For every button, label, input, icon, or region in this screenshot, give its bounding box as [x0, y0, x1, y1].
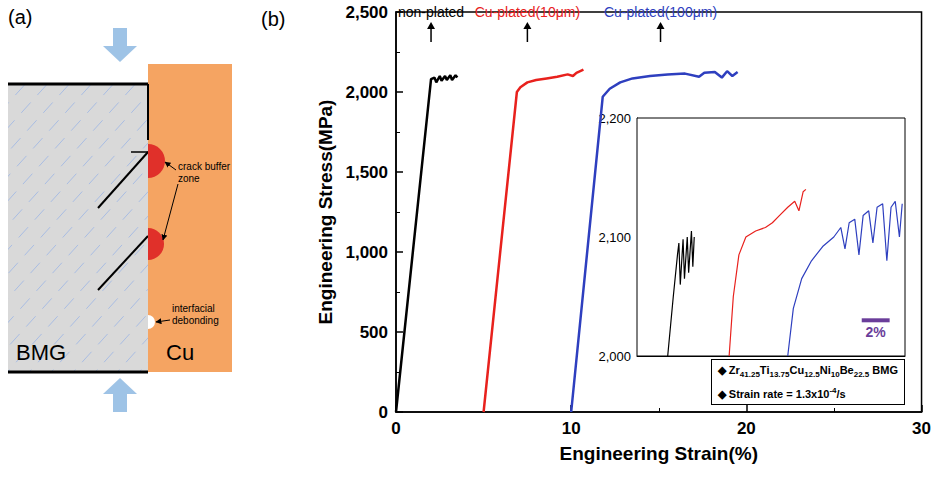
svg-text:interfacial: interfacial: [172, 303, 215, 314]
svg-text:debonding: debonding: [172, 315, 219, 326]
svg-text:Cu-plated(100μm): Cu-plated(100μm): [604, 4, 717, 20]
svg-text:crack buffer: crack buffer: [178, 161, 231, 172]
svg-text:20: 20: [737, 419, 756, 438]
html-text:◆ Zr41.25Ti13.75Cu12.5Ni10Be22: ◆ Zr41.25Ti13.75Cu12.5Ni10Be22.5BMG: [717, 364, 898, 380]
svg-text:2,500: 2,500: [345, 3, 388, 22]
svg-text:30: 30: [912, 419, 931, 438]
svg-text:Engineering Strain(%): Engineering Strain(%): [560, 443, 758, 464]
svg-text:(b): (b): [261, 8, 285, 30]
svg-text:500: 500: [360, 323, 388, 342]
svg-text:non-plated: non-plated: [398, 4, 464, 20]
svg-text:Cu-plated(10μm): Cu-plated(10μm): [475, 4, 580, 20]
svg-text:0: 0: [391, 419, 400, 438]
svg-text:Engineering Stress(MPa): Engineering Stress(MPa): [315, 100, 336, 325]
svg-text:Cu: Cu: [166, 340, 194, 365]
html-text:◆ Strain rate = 1.3x10-4/s: ◆ Strain rate = 1.3x10-4/s: [717, 386, 846, 400]
svg-text:zone: zone: [178, 173, 200, 184]
svg-text:BMG: BMG: [16, 340, 66, 365]
svg-text:2,200: 2,200: [598, 111, 631, 126]
svg-text:1,000: 1,000: [345, 243, 388, 262]
svg-text:2%: 2%: [866, 324, 887, 340]
svg-text:2,000: 2,000: [345, 83, 388, 102]
svg-text:2,000: 2,000: [598, 349, 631, 364]
svg-text:2,100: 2,100: [598, 230, 631, 245]
svg-text:0: 0: [379, 403, 388, 422]
svg-text:10: 10: [562, 419, 581, 438]
svg-text:1,500: 1,500: [345, 163, 388, 182]
svg-text:(a): (a): [8, 6, 32, 28]
